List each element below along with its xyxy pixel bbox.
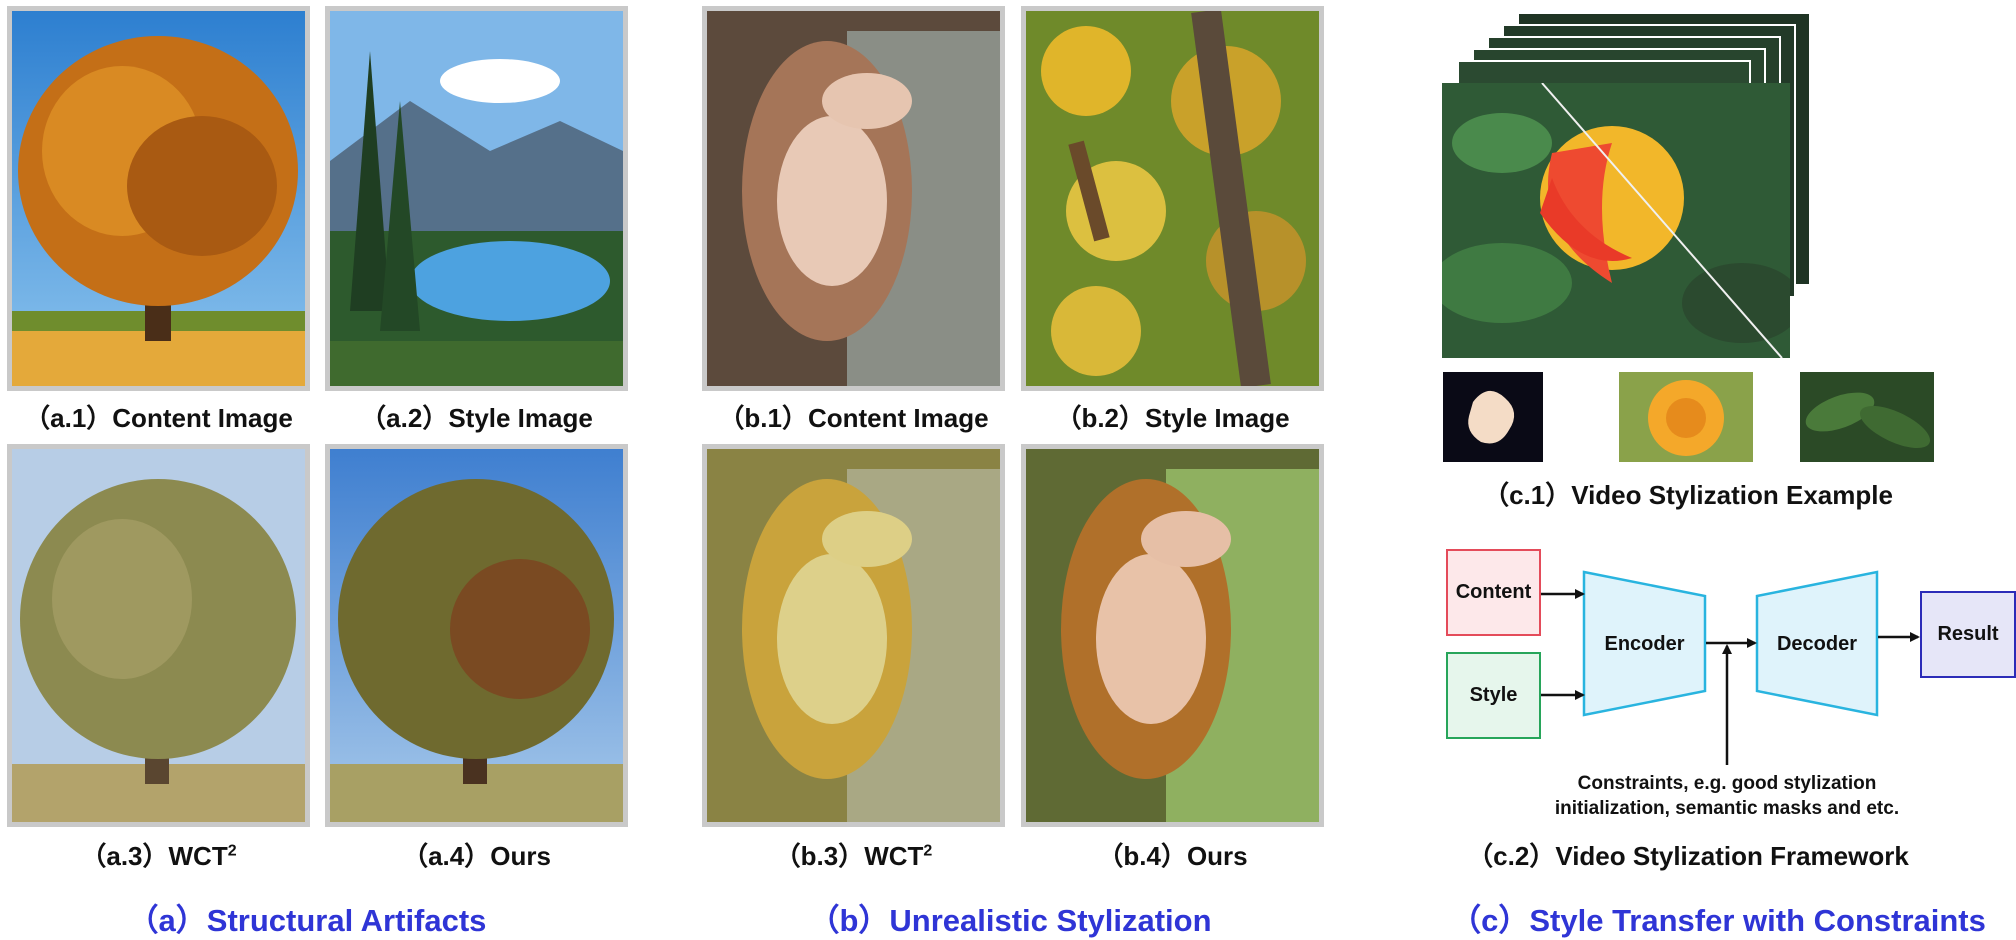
content-image-tree bbox=[7, 6, 310, 391]
caption-b1: （b.1）Content Image bbox=[718, 403, 989, 433]
rose-illustration bbox=[1442, 83, 1790, 358]
caption-c1: （c.1）Video Stylization Example bbox=[1483, 480, 1893, 510]
portrait-ours-illustration bbox=[1026, 449, 1319, 822]
constraints-line-2: initialization, semantic masks and etc. bbox=[1554, 798, 1900, 819]
caption-b4: （b.4）Ours bbox=[1097, 841, 1248, 871]
wct2-result-portrait bbox=[702, 444, 1005, 827]
panel-b-title: （b）Unrealistic Stylization bbox=[808, 903, 1212, 938]
portrait-wct2-illustration bbox=[707, 449, 1000, 822]
style-image-forest bbox=[1021, 6, 1324, 391]
caption-a4: （a.4）Ours bbox=[402, 841, 551, 871]
yellow-rose-illustration bbox=[1648, 380, 1724, 456]
encoder-label: Encoder bbox=[1604, 632, 1685, 655]
portrait-illustration bbox=[707, 11, 1000, 386]
superscript-b3: 2 bbox=[923, 842, 933, 860]
mask-illustration bbox=[1468, 390, 1515, 444]
leaves-illustration bbox=[1805, 392, 1931, 449]
caption-b2: （b.2）Style Image bbox=[1055, 403, 1290, 433]
constraints-line-1: Constraints, e.g. good stylization bbox=[1577, 773, 1877, 794]
caption-c2: （c.2）Video Stylization Framework bbox=[1467, 841, 1909, 871]
content-input-box: Content bbox=[1446, 549, 1541, 636]
superscript-a3: 2 bbox=[227, 842, 237, 860]
caption-b3: （b.3）WCT2 bbox=[774, 841, 933, 871]
decoder-label: Decoder bbox=[1776, 632, 1858, 655]
style-leaves-thumbnail bbox=[1800, 372, 1934, 462]
tree-ours-illustration bbox=[330, 449, 623, 822]
aerial-forest-illustration bbox=[1026, 11, 1319, 386]
caption-a3: （a.3）WCT2 bbox=[80, 841, 237, 871]
ours-result-tree bbox=[325, 444, 628, 827]
panel-c-title: （c）Style Transfer with Constraints bbox=[1450, 903, 1986, 938]
tree-autumn-illustration bbox=[12, 11, 305, 386]
semantic-mask-thumbnail bbox=[1443, 372, 1543, 462]
mountain-lake-illustration bbox=[330, 11, 623, 386]
constraints-note: Constraints, e.g. good stylization initi… bbox=[1520, 771, 1934, 821]
style-input-box: Style bbox=[1446, 652, 1541, 739]
caption-a1: （a.1）Content Image bbox=[24, 403, 293, 433]
style-image-lake bbox=[325, 6, 628, 391]
content-image-portrait bbox=[702, 6, 1005, 391]
wct2-result-tree bbox=[7, 444, 310, 827]
result-output-box: Result bbox=[1920, 591, 2016, 678]
caption-a2: （a.2）Style Image bbox=[360, 403, 593, 433]
video-frame-front bbox=[1442, 83, 1790, 358]
tree-wct2-illustration bbox=[12, 449, 305, 822]
panel-a-title: （a）Structural Artifacts bbox=[127, 903, 487, 938]
ours-result-portrait bbox=[1021, 444, 1324, 827]
style-rose-thumbnail bbox=[1619, 372, 1753, 462]
